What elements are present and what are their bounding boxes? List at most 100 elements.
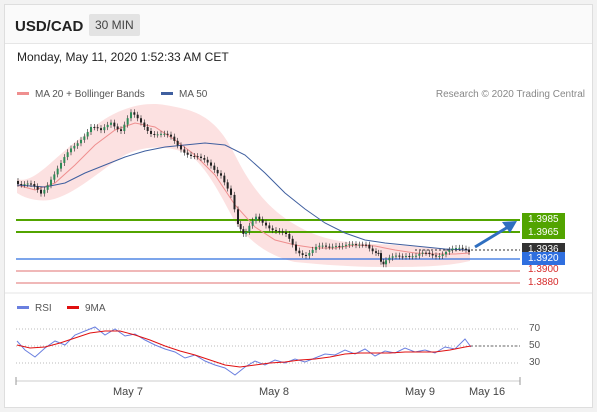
forecast-arrow [474, 225, 509, 249]
candle-body [455, 248, 457, 250]
candle-body [441, 254, 444, 256]
candle-body [311, 249, 314, 253]
candle-body [321, 245, 324, 247]
candle-body [70, 148, 72, 153]
candlesticks [17, 109, 470, 268]
candle-body [133, 112, 136, 115]
ma50-line [16, 142, 471, 251]
candle-body [458, 247, 461, 249]
candle-body [80, 139, 82, 144]
candle-body [230, 188, 232, 195]
candle-body [328, 246, 331, 248]
candle-body [136, 114, 139, 119]
x-label-may7: May 7 [113, 386, 143, 398]
candle-body [210, 162, 212, 166]
candle-body [361, 244, 364, 246]
candle-body [388, 257, 391, 261]
legend-ma20-label: MA 20 + Bollinger Bands [35, 89, 145, 100]
candle-body [170, 134, 172, 137]
candle-body [196, 156, 199, 158]
candle-body [425, 252, 427, 254]
candle-body [385, 260, 387, 265]
candle-body [351, 244, 354, 246]
candle-body [53, 174, 56, 180]
candle-body [371, 248, 374, 252]
candle-body [220, 173, 222, 176]
x-label-may8: May 8 [259, 386, 289, 398]
timeframe-badge[interactable]: 30 MIN [89, 14, 140, 36]
support-1-label: 1.3900 [528, 264, 559, 275]
candle-body [226, 182, 229, 189]
resistance-2-label: 1.3985 [522, 213, 565, 226]
candle-body [275, 230, 277, 232]
candle-body [395, 255, 397, 257]
candle-body [318, 245, 321, 247]
candle-body [415, 255, 417, 257]
candle-body [335, 245, 337, 247]
candle-body [358, 244, 361, 246]
rsi-axis-30: 30 [529, 357, 541, 368]
candle-body [213, 165, 216, 170]
candle-body [398, 255, 401, 257]
candle-body [451, 248, 454, 251]
candle-body [193, 156, 196, 158]
candle-body [401, 256, 404, 258]
candle-body [166, 133, 169, 135]
ma9-swatch-icon [67, 305, 79, 309]
candle-body [60, 162, 62, 169]
candle-body [130, 112, 132, 119]
candle-body [143, 122, 146, 127]
pivot-label: 1.3920 [522, 252, 565, 265]
candle-body [40, 189, 42, 194]
candle-body [285, 232, 287, 235]
candle-body [153, 133, 156, 135]
candle-body [46, 185, 49, 190]
candle-body [233, 194, 236, 210]
candle-body [408, 255, 411, 257]
candle-body [465, 248, 467, 250]
candle-body [100, 128, 102, 131]
candle-body [248, 225, 251, 232]
candle-body [288, 234, 291, 239]
candle-body [405, 255, 407, 257]
candle-body [237, 209, 239, 225]
candle-body [418, 253, 421, 256]
candle-body [56, 168, 59, 175]
research-credit: Research © 2020 Trading Central [435, 89, 585, 100]
legend-ma9: 9MA [67, 303, 106, 314]
x-label-may16: May 16 [469, 386, 506, 398]
candle-body [251, 220, 254, 226]
candle-body [461, 247, 464, 249]
legend-ma50: MA 50 [161, 89, 207, 100]
candle-body [17, 181, 19, 184]
candle-body [50, 179, 52, 186]
chart-card: USD/CAD 30 MIN Monday, May 11, 2020 1:52… [4, 4, 593, 408]
candle-body [338, 245, 341, 247]
candle-body [411, 256, 414, 258]
candle-body [223, 175, 226, 183]
candle-body [255, 216, 257, 221]
candle-body [203, 158, 206, 160]
candle-body [278, 230, 281, 232]
candle-body [315, 246, 317, 250]
candle-body [186, 152, 189, 155]
ma9-line [16, 330, 472, 368]
candle-body [391, 256, 394, 258]
candle-body [96, 127, 99, 129]
x-label-may9: May 9 [405, 386, 435, 398]
candle-body [435, 255, 437, 257]
ma20-swatch-icon [17, 91, 29, 95]
candle-body [380, 253, 382, 262]
candle-body [113, 122, 116, 127]
candle-body [103, 127, 106, 131]
candle-body [345, 244, 347, 246]
support-2-label: 1.3880 [528, 277, 559, 288]
candle-body [291, 238, 294, 245]
candle-body [123, 124, 126, 131]
rsi-swatch-icon [17, 305, 29, 309]
legend-rsi: RSI [17, 303, 52, 314]
candle-body [375, 251, 377, 253]
candle-body [206, 159, 209, 163]
candle-body [200, 156, 202, 159]
currency-pair-title: USD/CAD [15, 18, 84, 35]
